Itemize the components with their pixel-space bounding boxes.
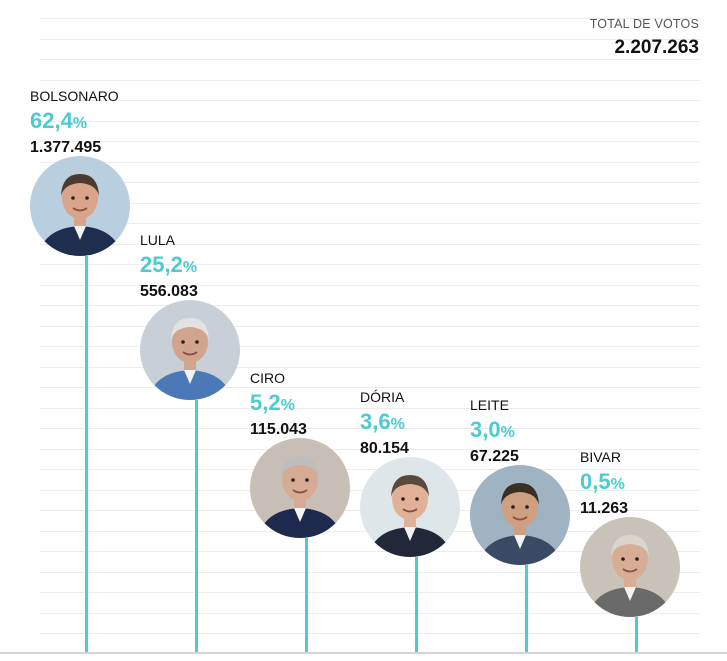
candidate-percent: 3,6% xyxy=(360,409,464,438)
gridline xyxy=(40,285,700,286)
percent-value: 25,2 xyxy=(140,252,183,277)
gridline xyxy=(40,264,700,265)
gridline xyxy=(40,346,700,347)
gridline xyxy=(40,203,700,204)
candidate-photo xyxy=(360,457,460,557)
ciro-photo xyxy=(250,438,350,538)
candidate-name: DÓRIA xyxy=(360,389,405,405)
candidate-bar xyxy=(415,557,418,652)
candidate-percent: 0,5% xyxy=(580,469,684,498)
gridline xyxy=(40,592,700,593)
gridline xyxy=(40,551,700,552)
gridline xyxy=(40,449,700,450)
gridline xyxy=(40,469,700,470)
gridline xyxy=(40,141,700,142)
candidate-votes: 67.225 xyxy=(470,448,519,465)
candidate-2: LULA 25,2% 556.083 xyxy=(140,232,244,652)
gridline xyxy=(40,428,700,429)
bivar-photo xyxy=(580,517,680,617)
percent-symbol: % xyxy=(182,259,198,276)
percent-value: 5,2 xyxy=(250,390,281,415)
gridline xyxy=(40,633,700,634)
candidate-bar xyxy=(85,256,88,652)
percent-value: 0,5 xyxy=(580,469,611,494)
candidate-percent: 62,4% xyxy=(30,108,134,137)
gridline xyxy=(40,572,700,573)
candidate-votes: 556.083 xyxy=(140,283,198,300)
gridline xyxy=(40,121,700,122)
candidate-votes: 115.043 xyxy=(250,421,307,438)
total-votes-label: TOTAL DE VOTOS xyxy=(589,17,699,31)
candidate-percent: 3,0% xyxy=(470,417,574,446)
candidate-name: BOLSONARO xyxy=(30,88,119,104)
candidate-1: BOLSONARO 62,4% 1.377.495 xyxy=(30,88,134,652)
candidate-3: CIRO 5,2% 115.043 xyxy=(250,370,354,652)
gridline xyxy=(40,223,700,224)
candidate-name: CIRO xyxy=(250,370,285,386)
percent-symbol: % xyxy=(610,476,625,493)
candidate-photo xyxy=(140,300,240,400)
candidate-photo xyxy=(250,438,350,538)
candidate-bar xyxy=(195,400,198,652)
candidate-percent: 5,2% xyxy=(250,390,354,419)
gridline xyxy=(40,39,700,40)
gridline xyxy=(40,59,700,60)
gridline xyxy=(40,326,700,327)
candidate-name: LULA xyxy=(140,232,176,248)
doria-photo xyxy=(360,457,460,557)
gridline xyxy=(40,244,700,245)
gridline xyxy=(40,305,700,306)
candidate-photo xyxy=(470,465,570,565)
candidate-photo xyxy=(580,517,680,617)
candidate-bar xyxy=(305,538,308,652)
candidate-votes: 11.263 xyxy=(580,500,629,517)
candidate-bar xyxy=(525,565,528,652)
percent-symbol: % xyxy=(72,115,88,132)
gridline xyxy=(40,80,700,81)
candidate-votes: 1.377.495 xyxy=(30,139,102,156)
total-votes-value: 2.207.263 xyxy=(614,37,699,58)
percent-symbol: % xyxy=(500,424,515,441)
percent-value: 3,0 xyxy=(470,417,501,442)
gridline xyxy=(40,387,700,388)
bolsonaro-photo xyxy=(30,156,130,256)
leite-photo xyxy=(470,465,570,565)
candidate-name: BIVAR xyxy=(580,449,621,465)
candidate-name: LEITE xyxy=(470,397,509,413)
percent-value: 62,4 xyxy=(30,108,73,133)
gridline xyxy=(40,162,700,163)
candidate-photo xyxy=(30,156,130,256)
percent-value: 3,6 xyxy=(360,409,391,434)
percent-symbol: % xyxy=(280,397,295,414)
gridline xyxy=(40,182,700,183)
candidate-votes: 80.154 xyxy=(360,440,409,457)
chart-baseline xyxy=(0,652,727,654)
candidate-percent: 25,2% xyxy=(140,252,244,281)
gridline xyxy=(40,613,700,614)
candidate-bar xyxy=(635,617,638,652)
lula-photo xyxy=(140,300,240,400)
gridline xyxy=(40,100,700,101)
percent-symbol: % xyxy=(390,416,405,433)
gridline xyxy=(40,367,700,368)
gridline xyxy=(40,408,700,409)
gridline xyxy=(40,18,700,19)
candidate-4: DÓRIA 3,6% 80.154 xyxy=(360,389,464,652)
candidate-6: BIVAR 0,5% 11.263 xyxy=(580,449,684,652)
candidate-5: LEITE 3,0% 67.225 xyxy=(470,397,574,652)
